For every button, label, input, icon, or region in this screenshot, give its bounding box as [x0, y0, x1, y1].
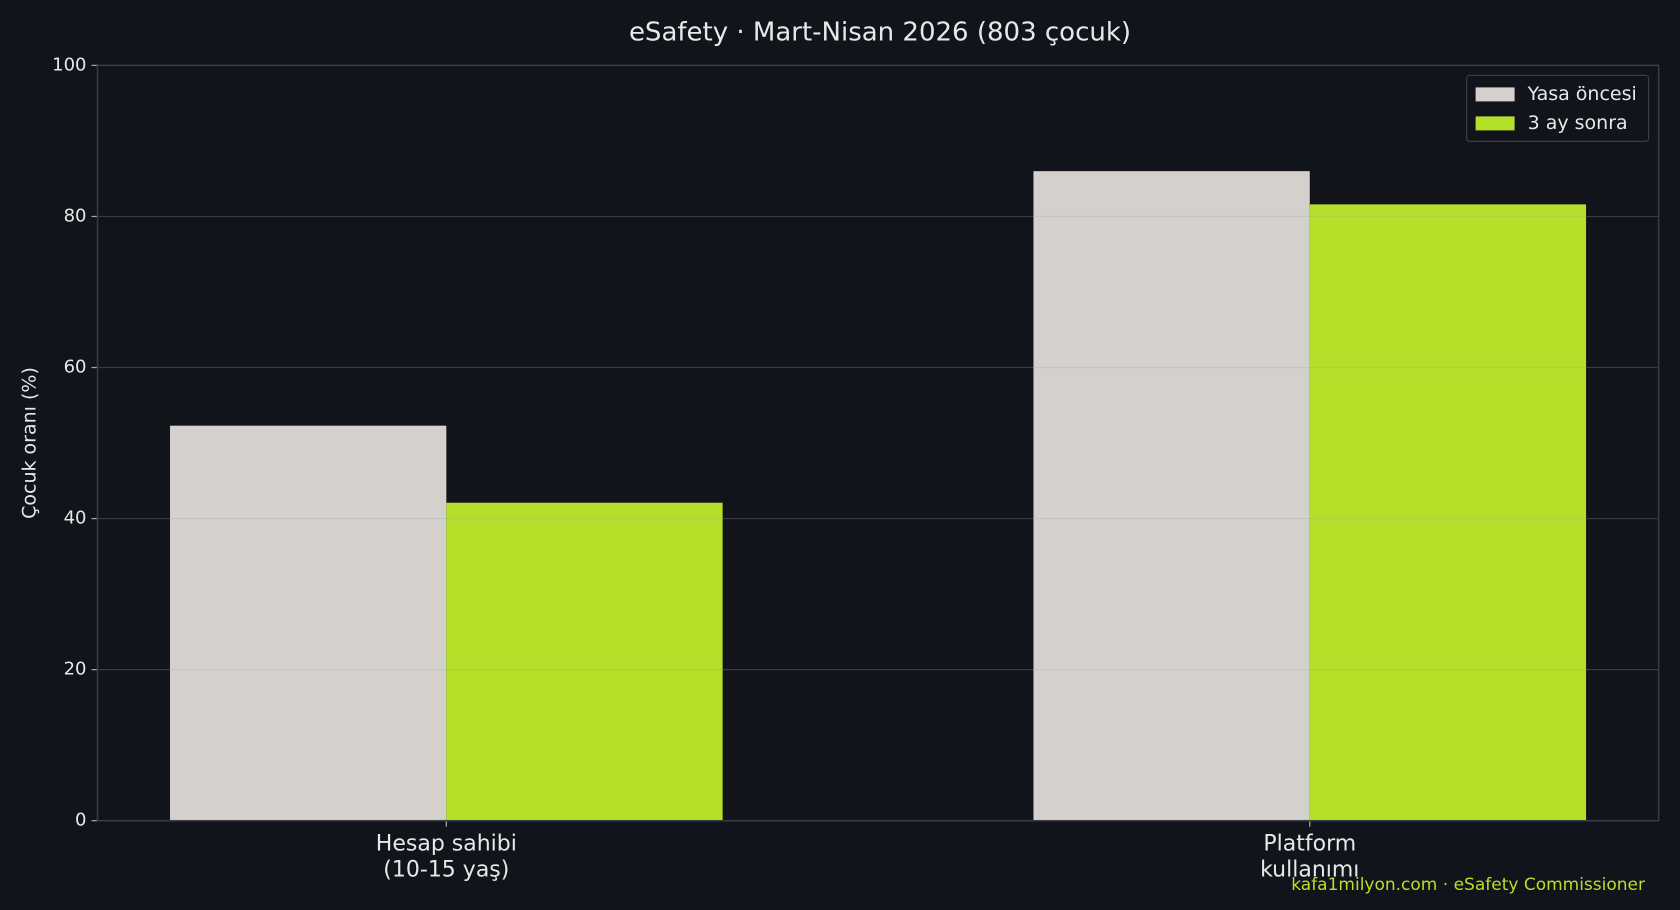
y-tick-label: 40	[64, 508, 87, 529]
bar	[1309, 204, 1587, 821]
footer: kafa1milyon.com · eSafety Commissioner	[1291, 875, 1645, 895]
y-tick-label: 0	[75, 810, 86, 831]
y-tick-label: 100	[52, 54, 86, 75]
y-tick-label: 20	[64, 659, 87, 680]
y-axis-label: Çocuk oranı (%)	[19, 367, 41, 519]
y-tick-label: 80	[64, 205, 87, 226]
bar	[170, 425, 447, 821]
x-tick-label: (10-15 yaş)	[383, 858, 509, 883]
chart-title: eSafety · Mart-Nisan 2026 (803 çocuk)	[629, 18, 1131, 48]
x-tick-label: kullanımı	[1260, 858, 1359, 883]
bar	[1033, 171, 1310, 821]
legend-label: Yasa öncesi	[1527, 83, 1637, 105]
x-tick-label: Platform	[1263, 832, 1356, 857]
x-tick-label: Hesap sahibi	[376, 832, 517, 857]
legend-swatch	[1475, 87, 1515, 102]
legend-swatch	[1475, 116, 1515, 131]
legend-label: 3 ay sonra	[1528, 112, 1628, 134]
bar	[446, 502, 723, 821]
plot-frame	[96, 64, 1660, 822]
y-tick-label: 60	[64, 357, 87, 378]
